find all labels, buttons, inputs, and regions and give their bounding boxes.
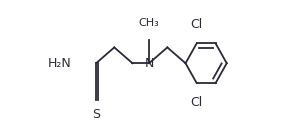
Text: CH₃: CH₃ <box>139 18 159 28</box>
Text: N: N <box>145 57 154 70</box>
Text: Cl: Cl <box>191 18 203 31</box>
Text: Cl: Cl <box>191 96 203 109</box>
Text: H₂N: H₂N <box>48 57 72 70</box>
Text: S: S <box>92 108 100 121</box>
